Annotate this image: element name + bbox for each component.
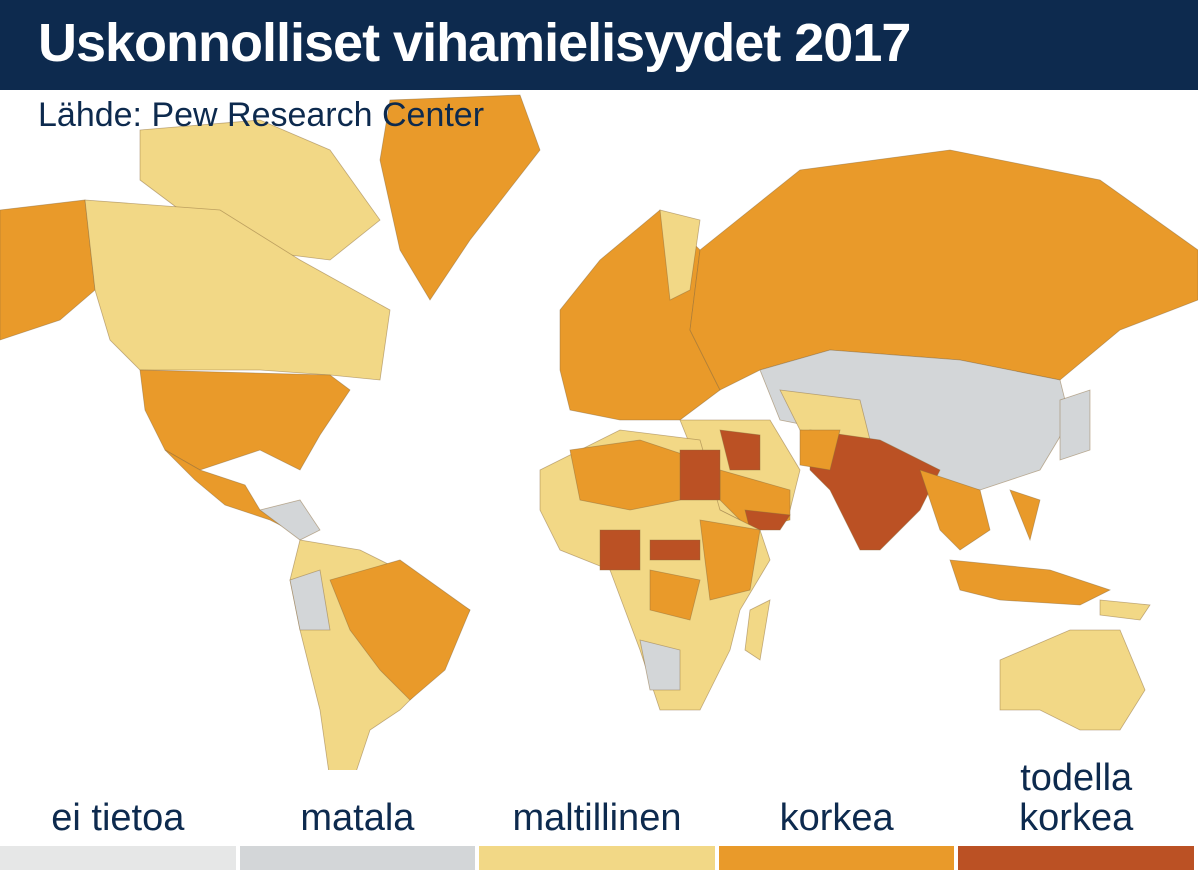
legend-item: ei tietoa	[0, 750, 236, 870]
legend-swatch	[958, 846, 1194, 870]
title: Uskonnolliset vihamielisyydet 2017	[38, 13, 911, 73]
legend-item: maltillinen	[479, 750, 715, 870]
legend-label: korkea	[779, 797, 894, 839]
legend-swatch	[239, 846, 476, 870]
legend-label: maltillinen	[512, 797, 682, 839]
legend-item: korkea	[718, 750, 955, 870]
legend-swatch	[479, 846, 715, 870]
world-map	[0, 94, 1198, 770]
legend-label: todella korkea	[1019, 757, 1134, 839]
legend-item: matala	[239, 750, 476, 870]
legend-label: matala	[300, 797, 415, 839]
legend-swatch	[0, 846, 236, 870]
legend-item: todella korkea	[958, 750, 1194, 870]
header-bar: Uskonnolliset vihamielisyydet 2017	[0, 0, 1198, 90]
legend: ei tietoa matala maltillinen korkea todella …	[0, 750, 1198, 870]
source: Lähde: Pew Research Center	[38, 96, 485, 134]
legend-swatch	[718, 846, 955, 870]
legend-label: ei tietoa	[51, 797, 185, 839]
